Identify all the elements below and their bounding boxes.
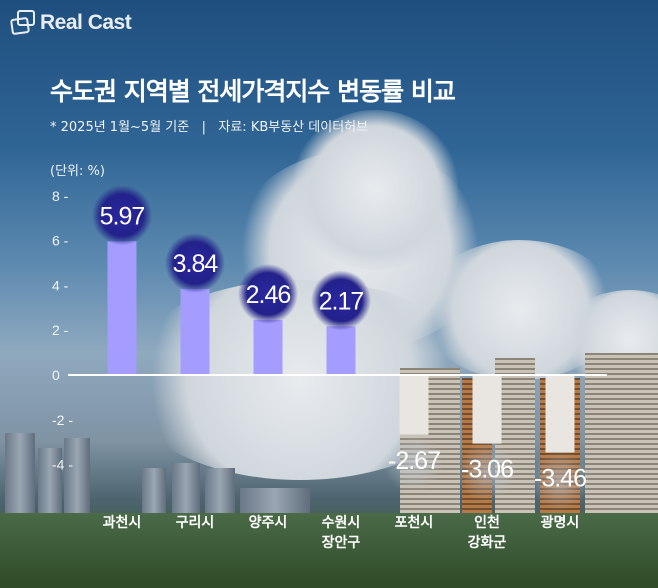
bar: [472, 375, 502, 444]
value-label-bg: [457, 441, 517, 502]
logo-icon: [10, 10, 35, 35]
category-label: 강화군: [468, 534, 507, 551]
category-label: 장안구: [322, 534, 361, 551]
value-label: 2.17: [319, 287, 364, 315]
category-label: 포천시: [395, 515, 434, 531]
logo-text: Real Cast: [40, 11, 132, 34]
y-tick-label: -2 -: [52, 412, 73, 428]
cloud-bg: [290, 110, 460, 270]
value-label: -3.46: [534, 465, 586, 493]
bar: [399, 375, 429, 435]
value-label-bg: [384, 432, 444, 493]
y-tick-label: 4 -: [52, 277, 69, 293]
y-tick-label: 6 -: [52, 233, 69, 249]
bar: [326, 326, 356, 375]
category-label: 구리시: [176, 515, 215, 531]
y-tick-label: 0: [52, 367, 60, 383]
category-label: 양주시: [249, 515, 288, 531]
subtitle: * 2025년 1월~5월 기준 | 자료: KB부동산 데이터허브: [50, 120, 369, 135]
bar: [180, 288, 210, 375]
y-tick-label: -4 -: [52, 457, 73, 473]
value-label-bg: [311, 270, 371, 331]
category-label: 수원시: [322, 515, 361, 531]
unit-label: (단위: %): [50, 164, 105, 179]
value-label: -3.06: [461, 456, 513, 484]
page-title: 수도권 지역별 전세가격지수 변동률 비교: [50, 77, 456, 106]
value-label: -2.67: [388, 447, 440, 475]
brand-logo: Real Cast: [9, 9, 132, 37]
category-label: 과천시: [103, 515, 142, 531]
value-label: 2.46: [246, 281, 291, 309]
bar: [545, 375, 575, 453]
y-tick-label: 2 -: [52, 322, 69, 338]
category-label: 인천: [474, 514, 500, 531]
ground-bg: [0, 513, 658, 588]
value-label-bg: [530, 450, 590, 511]
category-label: 광명시: [541, 514, 580, 531]
value-label: 3.84: [173, 250, 219, 278]
bar: [253, 319, 283, 375]
y-tick-label: 8 -: [52, 188, 69, 204]
value-label-bg: [165, 232, 225, 293]
value-label: 5.97: [100, 202, 145, 230]
value-label-bg: [238, 263, 298, 324]
bar: [107, 241, 137, 375]
value-label-bg: [92, 185, 152, 246]
